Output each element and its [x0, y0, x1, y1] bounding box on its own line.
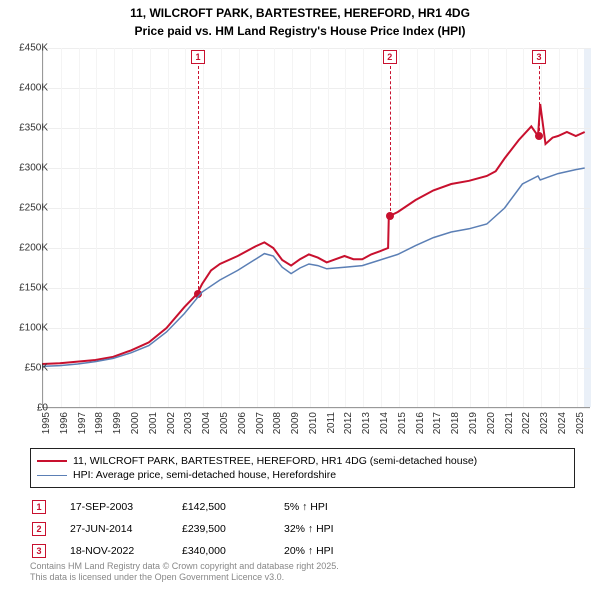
sale-price: £239,500: [182, 519, 282, 539]
x-axis-tick-label: 2021: [504, 412, 515, 434]
x-axis-tick-label: 2004: [201, 412, 212, 434]
x-axis-tick-label: 2008: [272, 412, 283, 434]
chart-footer: Contains HM Land Registry data © Crown c…: [30, 561, 339, 584]
legend-swatch: [37, 475, 67, 476]
series-line-price_paid: [42, 104, 585, 364]
x-axis-tick-label: 2002: [166, 412, 177, 434]
x-axis-tick-label: 2007: [255, 412, 266, 434]
x-axis-tick-label: 2015: [397, 412, 408, 434]
legend-label: HPI: Average price, semi-detached house,…: [73, 469, 336, 481]
x-axis-tick-label: 2018: [450, 412, 461, 434]
series-line-hpi: [42, 168, 585, 366]
x-axis-tick-label: 1996: [59, 412, 70, 434]
sales-row: 1 17-SEP-2003£142,5005% ↑ HPI: [32, 497, 346, 517]
chart-plot-area: 123: [42, 48, 590, 408]
chart-lines: [42, 48, 590, 408]
chart-legend: 11, WILCROFT PARK, BARTESTREE, HEREFORD,…: [30, 448, 575, 488]
sale-price: £142,500: [182, 497, 282, 517]
x-axis-tick-label: 2003: [183, 412, 194, 434]
footer-line-1: Contains HM Land Registry data © Crown c…: [30, 561, 339, 573]
sales-row: 3 18-NOV-2022£340,00020% ↑ HPI: [32, 541, 346, 561]
gridline-h: [43, 408, 590, 409]
y-axis-tick-label: £350K: [6, 123, 48, 134]
x-axis-tick-label: 2011: [326, 412, 337, 434]
x-axis-tick-label: 1998: [94, 412, 105, 434]
chart-title-line1: 11, WILCROFT PARK, BARTESTREE, HEREFORD,…: [0, 0, 600, 24]
chart-title-line2: Price paid vs. HM Land Registry's House …: [0, 24, 600, 44]
y-axis-tick-label: £300K: [6, 163, 48, 174]
sale-delta: 20% ↑ HPI: [284, 541, 346, 561]
x-axis-tick-label: 2000: [130, 412, 141, 434]
sale-number-badge: 3: [32, 544, 46, 558]
x-axis-tick-label: 2009: [290, 412, 301, 434]
y-axis-tick-label: £100K: [6, 323, 48, 334]
sale-number-badge: 2: [32, 522, 46, 536]
sale-date: 18-NOV-2022: [70, 541, 180, 561]
x-axis-tick-label: 2017: [432, 412, 443, 434]
x-axis-tick-label: 2012: [343, 412, 354, 434]
x-axis-tick-label: 2006: [237, 412, 248, 434]
y-axis-tick-label: £450K: [6, 43, 48, 54]
x-axis-tick-label: 2024: [557, 412, 568, 434]
sale-delta: 32% ↑ HPI: [284, 519, 346, 539]
x-axis-tick-label: 2023: [539, 412, 550, 434]
y-axis-tick-label: £400K: [6, 83, 48, 94]
sale-number-badge: 1: [32, 500, 46, 514]
x-axis-tick-label: 1999: [112, 412, 123, 434]
sale-price: £340,000: [182, 541, 282, 561]
sale-delta: 5% ↑ HPI: [284, 497, 346, 517]
x-axis-tick-label: 2014: [379, 412, 390, 434]
x-axis-tick-label: 2010: [308, 412, 319, 434]
x-axis-tick-label: 2005: [219, 412, 230, 434]
sale-date: 27-JUN-2014: [70, 519, 180, 539]
x-axis-tick-label: 2022: [521, 412, 532, 434]
legend-swatch: [37, 460, 67, 462]
x-axis-tick-label: 2001: [148, 412, 159, 434]
legend-item: 11, WILCROFT PARK, BARTESTREE, HEREFORD,…: [37, 455, 568, 467]
sales-row: 2 27-JUN-2014£239,50032% ↑ HPI: [32, 519, 346, 539]
x-axis-tick-label: 1995: [41, 412, 52, 434]
y-axis-tick-label: £250K: [6, 203, 48, 214]
x-axis-tick-label: 2019: [468, 412, 479, 434]
sale-date: 17-SEP-2003: [70, 497, 180, 517]
legend-item: HPI: Average price, semi-detached house,…: [37, 469, 568, 481]
x-axis-tick-label: 2020: [486, 412, 497, 434]
y-axis-tick-label: £50K: [6, 363, 48, 374]
x-axis-tick-label: 2025: [575, 412, 586, 434]
sales-table: 1 17-SEP-2003£142,5005% ↑ HPI 2 27-JUN-2014…: [30, 495, 348, 563]
y-axis-tick-label: £150K: [6, 283, 48, 294]
x-axis-tick-label: 2016: [415, 412, 426, 434]
x-axis-tick-label: 2013: [361, 412, 372, 434]
y-axis-tick-label: £200K: [6, 243, 48, 254]
footer-line-2: This data is licensed under the Open Gov…: [30, 572, 339, 584]
x-axis-tick-label: 1997: [77, 412, 88, 434]
legend-label: 11, WILCROFT PARK, BARTESTREE, HEREFORD,…: [73, 455, 477, 467]
